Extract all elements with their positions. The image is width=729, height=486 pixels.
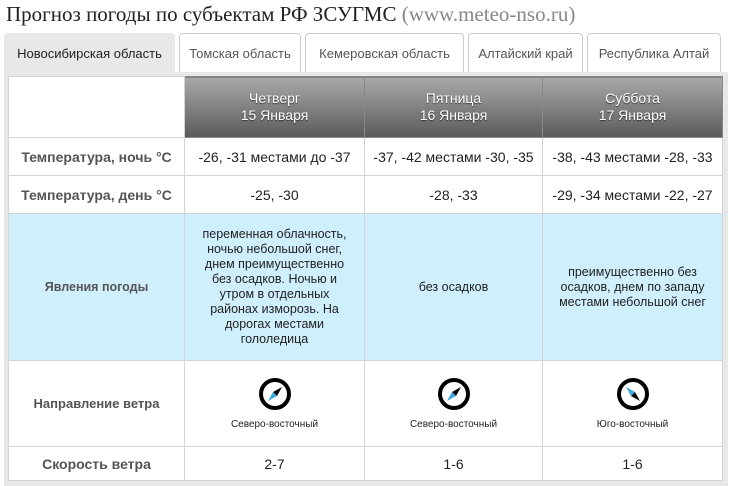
- cell: переменная облачность, ночью небольшой с…: [184, 213, 365, 361]
- cell: преимущественно без осадков, днем по зап…: [542, 213, 723, 361]
- table-row-wind-direction: Направление ветра Северо-восточный Север…: [8, 360, 723, 447]
- tab-novosibirsk[interactable]: Новосибирская область: [4, 33, 175, 72]
- table-row-weather: Явления погоды переменная облачность, но…: [8, 213, 723, 361]
- forecast-table: Четверг 15 Января Пятница 16 Января Суббот…: [8, 76, 723, 481]
- cell: без осадков: [364, 213, 543, 361]
- row-label: Явления погоды: [8, 213, 185, 361]
- region-tabs: Новосибирская область Томская область Ке…: [4, 33, 721, 72]
- date: 16 Января: [419, 107, 488, 123]
- table-row-day-temp: Температура, день °C -25, -30 -28, -33 -…: [8, 175, 723, 214]
- compass-icon: [258, 378, 291, 410]
- header-row: Четверг 15 Января Пятница 16 Января Суббот…: [8, 76, 723, 138]
- page-title: Прогноз погоды по субъектам РФ ЗСУГМС (w…: [6, 2, 575, 27]
- weekday: Четверг: [248, 90, 301, 106]
- cell: Северо-восточный: [184, 360, 365, 447]
- cell: 2-7: [184, 446, 365, 481]
- weekday: Пятница: [425, 90, 482, 106]
- wind-direction: Юго-восточный: [596, 419, 669, 430]
- cell: -26, -31 местами до -37: [184, 137, 365, 176]
- wind-direction: Северо-восточный: [409, 419, 498, 430]
- cell: -37, -42 местами -30, -35: [364, 137, 543, 176]
- table-row-wind-speed: Скорость ветра 2-7 1-6 1-6: [8, 446, 723, 481]
- compass-icon: [437, 378, 470, 410]
- header-blank: [8, 76, 185, 138]
- day-header: Четверг 15 Января: [184, 76, 365, 138]
- row-label: Температура, ночь °C: [8, 137, 185, 176]
- cell: -29, -34 местами -22, -27: [542, 175, 723, 214]
- tab-altai-krai[interactable]: Алтайский край: [468, 33, 583, 72]
- cell: Юго-восточный: [542, 360, 723, 447]
- table-row-night-temp: Температура, ночь °C -26, -31 местами до…: [8, 137, 723, 176]
- cell: -38, -43 местами -28, -33: [542, 137, 723, 176]
- date: 17 Января: [598, 107, 667, 123]
- title-text: Прогноз погоды по субъектам РФ ЗСУГМС: [6, 2, 397, 26]
- cell: 1-6: [364, 446, 543, 481]
- cell: Северо-восточный: [364, 360, 543, 447]
- site-link: (www.meteo-nso.ru): [401, 2, 576, 26]
- row-label: Направление ветра: [8, 360, 185, 447]
- weekday: Суббота: [605, 90, 660, 106]
- tab-altai-republic[interactable]: Республика Алтай: [587, 33, 721, 72]
- tab-kemerovo[interactable]: Кемеровская область: [305, 33, 464, 72]
- forecast-panel: Четверг 15 Января Пятница 16 Января Суббот…: [4, 72, 728, 486]
- cell: -28, -33: [364, 175, 543, 214]
- date: 15 Января: [240, 107, 309, 123]
- day-header: Суббота 17 Января: [542, 76, 723, 138]
- compass-icon: [616, 378, 649, 410]
- day-header: Пятница 16 Января: [364, 76, 543, 138]
- cell: -25, -30: [184, 175, 365, 214]
- cell: 1-6: [542, 446, 723, 481]
- row-label: Скорость ветра: [8, 446, 185, 481]
- wind-direction: Северо-восточный: [230, 419, 319, 430]
- row-label: Температура, день °C: [8, 175, 185, 214]
- tab-tomsk[interactable]: Томская область: [179, 33, 301, 72]
